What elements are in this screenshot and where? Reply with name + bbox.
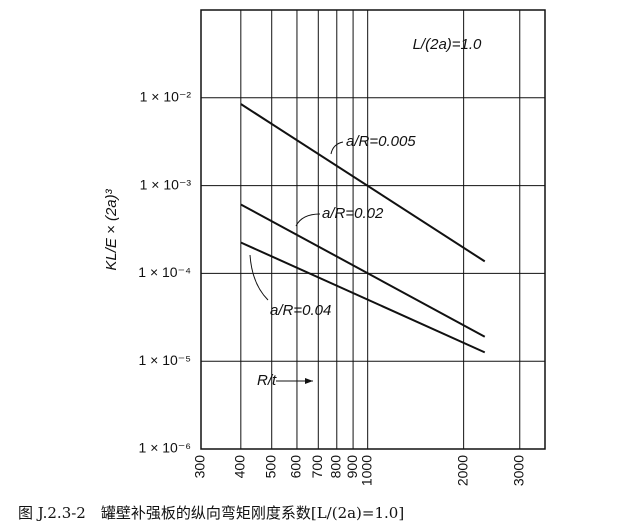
series-label: a/R=0.005 [346, 133, 416, 150]
series-label: a/R=0.04 [270, 302, 331, 319]
y-tick-label: 1 × 10⁻³ [140, 176, 192, 192]
y-tick-label: 1 × 10⁻⁵ [138, 352, 191, 368]
y-tick-label: 1 × 10⁻² [140, 89, 192, 105]
leader [295, 213, 321, 227]
chart-title: 图 J.2.3-2 罐壁补强板的纵向弯矩刚度系数[L/(2a)=1.0] [18, 504, 404, 522]
x-tick-label: 700 [309, 455, 325, 479]
leader [330, 141, 344, 155]
series-line [240, 241, 486, 354]
leader [249, 254, 269, 301]
series-line [240, 103, 486, 263]
x-tick-label: 500 [262, 455, 278, 479]
x-tick-label: 400 [232, 455, 248, 479]
x-tick-label: 800 [327, 455, 343, 479]
x-tick-label: 1000 [358, 455, 374, 486]
x-tick-label: 900 [344, 455, 360, 479]
series-label: a/R=0.02 [322, 205, 384, 222]
annotation: L/(2a)=1.0 [413, 36, 482, 53]
series-line [240, 203, 486, 338]
y-tick-label: 1 × 10⁻⁶ [139, 440, 191, 456]
plot-frame [200, 9, 546, 450]
x-tick-label: 2000 [454, 455, 470, 486]
arrow-head [305, 378, 313, 384]
x-tick-label: 3000 [510, 455, 526, 486]
y-axis-label: KL/E × (2a)³ [103, 188, 120, 270]
annotation: R/t [257, 372, 277, 389]
y-tick-label: 1 × 10⁻⁴ [138, 264, 191, 280]
x-tick-label: 600 [288, 455, 304, 479]
x-tick-label: 300 [192, 455, 208, 479]
